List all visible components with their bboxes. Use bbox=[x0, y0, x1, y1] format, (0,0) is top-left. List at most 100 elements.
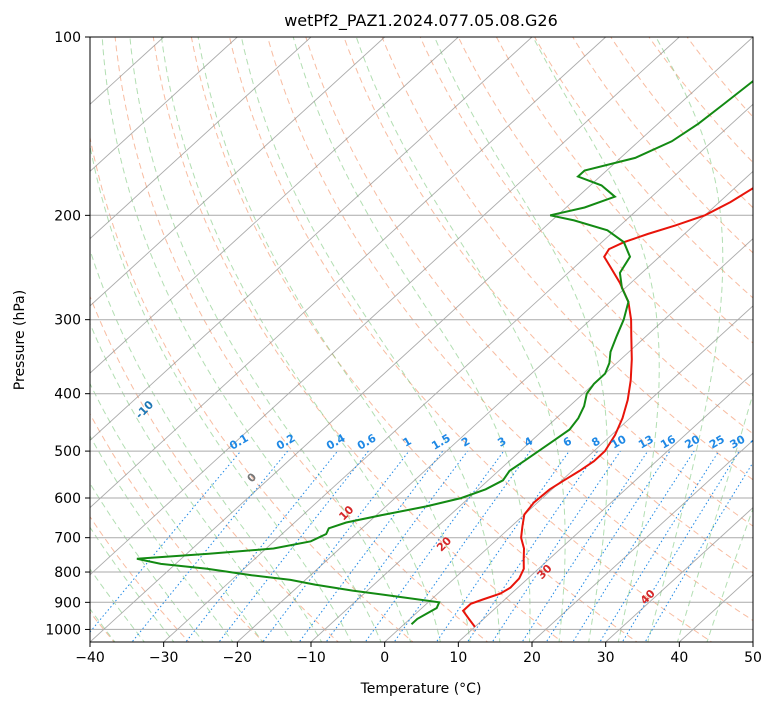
isotherm-line bbox=[90, 37, 753, 642]
line-labels: 0.10.20.40.611.52346810131620253036-100-… bbox=[0, 315, 768, 607]
dry-adiabat-line bbox=[343, 37, 753, 527]
y-tick-label: 300 bbox=[54, 313, 81, 329]
isotherm-line bbox=[310, 238, 753, 642]
background-lines bbox=[90, 37, 753, 642]
isotherm-line bbox=[752, 641, 753, 642]
mixing-ratio-label: 0.1 bbox=[227, 432, 250, 453]
mixing-ratio-label: 25 bbox=[707, 433, 727, 452]
mixing-ratio-line bbox=[491, 450, 621, 642]
moist-adiabat-line bbox=[90, 143, 352, 642]
isotherm-line bbox=[236, 170, 753, 642]
isotherm-line bbox=[531, 439, 753, 642]
x-tick-label: −40 bbox=[75, 650, 105, 666]
axis-ticks: −40 −30 −20 −10 0 10 20 30 40 5010020030040050060… bbox=[45, 30, 762, 666]
dry-adiabat-line bbox=[305, 37, 753, 574]
dry-adiabat-line bbox=[457, 37, 753, 389]
dry-adiabat-line bbox=[381, 37, 753, 481]
dry-adiabat-line bbox=[534, 37, 753, 299]
x-tick-label: 30 bbox=[597, 650, 615, 666]
isotherm-line bbox=[90, 37, 533, 441]
x-tick-label: −30 bbox=[149, 650, 179, 666]
isotherm-line bbox=[90, 37, 459, 374]
mixing-ratio-label: 6 bbox=[561, 434, 574, 449]
y-axis-label: Pressure (hPa) bbox=[12, 290, 28, 390]
mixing-ratio-line bbox=[364, 450, 505, 642]
mixing-ratio-label: 1 bbox=[401, 435, 414, 450]
dry-adiabat-line bbox=[152, 37, 564, 642]
mixing-ratio-line bbox=[325, 450, 468, 642]
isotherm-line bbox=[457, 372, 753, 642]
sounding-traces bbox=[136, 79, 753, 628]
dry-adiabat-line bbox=[228, 37, 713, 642]
mixing-ratio-label: 1.5 bbox=[429, 432, 452, 453]
x-tick-label: 40 bbox=[670, 650, 688, 666]
plot-frame bbox=[89, 36, 754, 643]
x-tick-label: −20 bbox=[223, 650, 253, 666]
isotherm-line bbox=[90, 37, 386, 307]
isotherm-line bbox=[163, 103, 753, 642]
dry-adiabat-label: 0 bbox=[245, 470, 260, 485]
moist-adiabat-line bbox=[90, 382, 264, 642]
dry-adiabat-label: 40 bbox=[638, 587, 658, 607]
dry-adiabat-line bbox=[190, 37, 638, 642]
x-axis-label: Temperature (°C) bbox=[360, 681, 482, 697]
moist-adiabat-line bbox=[90, 482, 204, 642]
y-tick-label: 800 bbox=[54, 565, 81, 581]
mixing-ratio-line bbox=[298, 450, 444, 642]
moist-adiabat-line bbox=[355, 37, 566, 642]
x-tick-label: 0 bbox=[380, 650, 389, 666]
dry-adiabat-label: -20 bbox=[54, 356, 77, 379]
dry-adiabat-line bbox=[686, 37, 753, 118]
dry-adiabat-line bbox=[419, 37, 753, 435]
moist-adiabat-line bbox=[101, 37, 382, 642]
mixing-ratio-label: 16 bbox=[658, 432, 678, 451]
dry-adiabat-line bbox=[90, 412, 265, 642]
mixing-ratio-label: 8 bbox=[589, 435, 602, 450]
moist-adiabat-line bbox=[532, 37, 660, 642]
y-tick-label: 600 bbox=[54, 491, 81, 507]
dry-adiabat-label: -30 bbox=[0, 315, 7, 338]
moist-adiabat-line bbox=[90, 248, 323, 642]
x-tick-label: −10 bbox=[296, 650, 326, 666]
dry-adiabat-line bbox=[90, 515, 190, 642]
mixing-ratio-label: 36 bbox=[748, 432, 768, 451]
mixing-ratio-line bbox=[545, 450, 671, 642]
mixing-ratio-label: 0.4 bbox=[324, 431, 348, 452]
mixing-ratio-line bbox=[466, 450, 599, 642]
x-tick-label: 10 bbox=[449, 650, 467, 666]
mixing-ratio-line bbox=[599, 450, 720, 642]
isotherm-line bbox=[384, 305, 753, 642]
dry-adiabat-line bbox=[267, 37, 753, 622]
dry-adiabat-line bbox=[114, 37, 489, 642]
dry-adiabat-label: 20 bbox=[434, 534, 454, 554]
isotherm-line bbox=[605, 506, 753, 642]
mixing-ratio-line bbox=[435, 450, 570, 642]
dewpoint-trace bbox=[136, 79, 753, 625]
isotherm-line bbox=[90, 37, 312, 240]
isotherm-line bbox=[90, 37, 238, 173]
mixing-ratio-label: 13 bbox=[636, 433, 656, 452]
mixing-ratio-label: 30 bbox=[728, 432, 748, 451]
mixing-ratio-line bbox=[393, 450, 531, 642]
mixing-ratio-line bbox=[218, 450, 369, 642]
y-tick-label: 900 bbox=[54, 595, 81, 611]
mixing-ratio-line bbox=[521, 450, 649, 642]
mixing-ratio-line bbox=[644, 461, 753, 642]
dry-adiabat-line bbox=[495, 37, 753, 344]
temperature-trace bbox=[461, 187, 753, 628]
chart-title: wetPf2_PAZ1.2024.077.05.08.G26 bbox=[284, 11, 558, 31]
mixing-ratio-line bbox=[185, 450, 338, 642]
isotherm-line bbox=[90, 37, 680, 576]
mixing-ratio-label: 0.2 bbox=[274, 432, 297, 453]
mixing-ratio-line bbox=[131, 450, 288, 642]
y-tick-label: 1000 bbox=[45, 622, 81, 638]
mixing-ratio-line bbox=[262, 450, 410, 642]
moist-adiabat-line bbox=[647, 37, 724, 642]
y-tick-label: 200 bbox=[54, 208, 81, 224]
mixing-ratio-line bbox=[621, 450, 740, 642]
mixing-ratio-label: 3 bbox=[495, 435, 508, 450]
y-tick-label: 100 bbox=[54, 30, 81, 46]
y-tick-label: 400 bbox=[54, 387, 81, 403]
y-tick-label: 700 bbox=[54, 531, 81, 547]
